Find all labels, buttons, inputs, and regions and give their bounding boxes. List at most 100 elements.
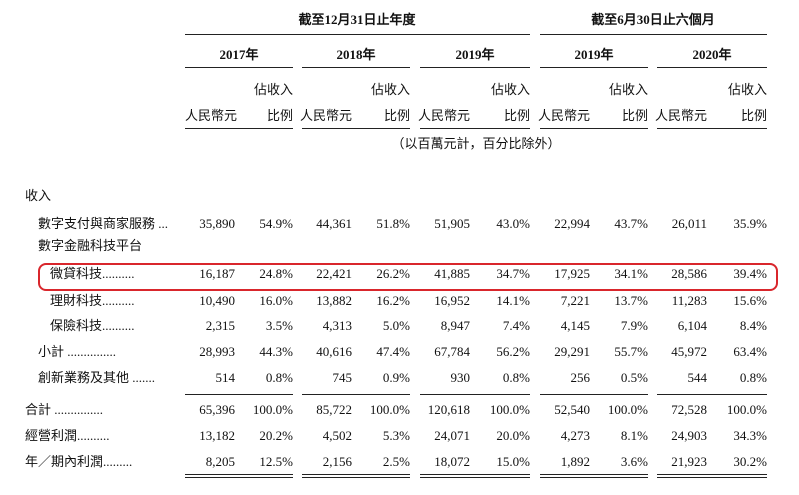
highlight-box [38,263,778,291]
column-header: 人民幣元 [538,108,591,123]
cell: 34.7% [496,266,530,281]
cell: 3.5% [265,318,293,333]
cell: 4,313 [322,318,352,333]
column-header: 比例 [740,108,767,123]
row-label: 小計 ............... [38,344,117,359]
cell: 5.0% [382,318,410,333]
cell: 2.5% [382,454,410,469]
rule [302,477,410,478]
cell: 8,947 [440,318,470,333]
rule [540,477,648,478]
cell: 52,540 [554,402,590,417]
rule [540,34,767,35]
cell: 43.0% [496,216,530,231]
cell: 0.9% [382,370,410,385]
cell: 30.2% [733,454,767,469]
cell: 16,187 [199,266,235,281]
column-header: 人民幣元 [300,108,353,123]
cell: 745 [332,370,353,385]
cell: 13,182 [199,428,235,443]
row-label: 經營利潤.......... [25,428,110,443]
cell: 7,221 [560,293,590,308]
cell: 0.8% [265,370,293,385]
row-label: 理財科技.......... [50,293,135,308]
rule [302,128,410,129]
cell: 930 [450,370,471,385]
cell: 4,502 [322,428,352,443]
cell: 6,104 [677,318,707,333]
cell: 514 [215,370,236,385]
column-header: 比例 [383,108,410,123]
cell: 54.9% [259,216,293,231]
column-header: 人民幣元 [418,108,471,123]
cell: 51.8% [376,216,410,231]
cell: 44,361 [316,216,352,231]
cell: 28,993 [199,344,235,359]
cell: 29,291 [554,344,590,359]
rule [540,128,648,129]
cell: 44.3% [259,344,293,359]
cell: 16.2% [376,293,410,308]
cell: 5.3% [382,428,410,443]
cell: 35.9% [733,216,767,231]
row-label: 數字金融科技平台 [38,238,143,253]
cell: 1,892 [560,454,590,469]
rule [420,477,530,478]
cell: 51,905 [434,216,470,231]
cell: 100.0% [369,402,410,417]
column-header: 比例 [621,108,648,123]
cell: 15.6% [733,293,767,308]
cell: 8,205 [205,454,235,469]
row-label: 年／期內利潤......... [25,454,133,469]
cell: 100.0% [489,402,530,417]
cell: 18,072 [434,454,470,469]
cell: 20.0% [496,428,530,443]
cell: 26,011 [671,216,707,231]
cell: 43.7% [614,216,648,231]
row-label: 收入 [25,188,52,203]
rule [657,67,767,68]
unit-note: （以百萬元計，百分比除外） [391,136,561,151]
cell: 4,145 [560,318,590,333]
cell: 12.5% [259,454,293,469]
rule [185,67,293,68]
cell: 24,903 [671,428,707,443]
cell: 7.4% [502,318,530,333]
rule [185,394,293,395]
column-header: 人民幣元 [655,108,708,123]
cell: 100.0% [726,402,767,417]
row-label: 創新業務及其他 ....... [38,370,156,385]
cell: 34.3% [733,428,767,443]
column-header: 佔收入 [490,82,530,97]
row-label: 數字支付與商家服務 ... [38,216,169,231]
cell: 20.2% [259,428,293,443]
year-header: 2020年 [692,47,732,62]
cell: 16,952 [434,293,470,308]
cell: 100.0% [607,402,648,417]
cell: 34.1% [614,266,648,281]
cell: 63.4% [733,344,767,359]
cell: 0.8% [502,370,530,385]
rule [657,477,767,478]
cell: 10,490 [199,293,235,308]
cell: 13,882 [316,293,352,308]
column-header: 佔收入 [608,82,648,97]
cell: 16.0% [259,293,293,308]
rule [540,67,648,68]
cell: 11,283 [671,293,707,308]
rule [420,67,530,68]
cell: 4,273 [560,428,590,443]
cell: 56.2% [496,344,530,359]
rule [185,477,293,478]
rule [657,474,767,475]
cell: 3.6% [620,454,648,469]
cell: 21,923 [671,454,707,469]
rule [540,394,648,395]
cell: 100.0% [252,402,293,417]
cell: 65,396 [199,402,235,417]
rule [302,67,410,68]
row-label: 微貸科技.......... [50,266,135,281]
cell: 15.0% [496,454,530,469]
cell: 24,071 [434,428,470,443]
